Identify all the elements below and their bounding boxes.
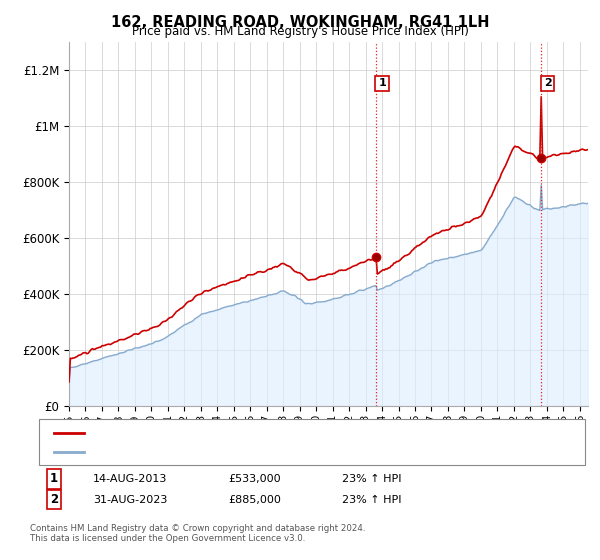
Text: £885,000: £885,000: [228, 494, 281, 505]
Text: HPI: Average price, detached house, Wokingham: HPI: Average price, detached house, Woki…: [90, 447, 344, 457]
Text: 162, READING ROAD, WOKINGHAM, RG41 1LH: 162, READING ROAD, WOKINGHAM, RG41 1LH: [111, 15, 489, 30]
Text: 2: 2: [544, 78, 551, 88]
Text: 14-AUG-2013: 14-AUG-2013: [93, 474, 167, 484]
Text: 31-AUG-2023: 31-AUG-2023: [93, 494, 167, 505]
Text: 1: 1: [378, 78, 386, 88]
Text: 1: 1: [50, 472, 58, 486]
Text: £533,000: £533,000: [228, 474, 281, 484]
Text: 23% ↑ HPI: 23% ↑ HPI: [342, 474, 401, 484]
Text: 2: 2: [50, 493, 58, 506]
Text: Price paid vs. HM Land Registry's House Price Index (HPI): Price paid vs. HM Land Registry's House …: [131, 25, 469, 38]
Text: 162, READING ROAD, WOKINGHAM, RG41 1LH (detached house): 162, READING ROAD, WOKINGHAM, RG41 1LH (…: [90, 428, 425, 438]
Text: 23% ↑ HPI: 23% ↑ HPI: [342, 494, 401, 505]
Text: Contains HM Land Registry data © Crown copyright and database right 2024.
This d: Contains HM Land Registry data © Crown c…: [30, 524, 365, 543]
